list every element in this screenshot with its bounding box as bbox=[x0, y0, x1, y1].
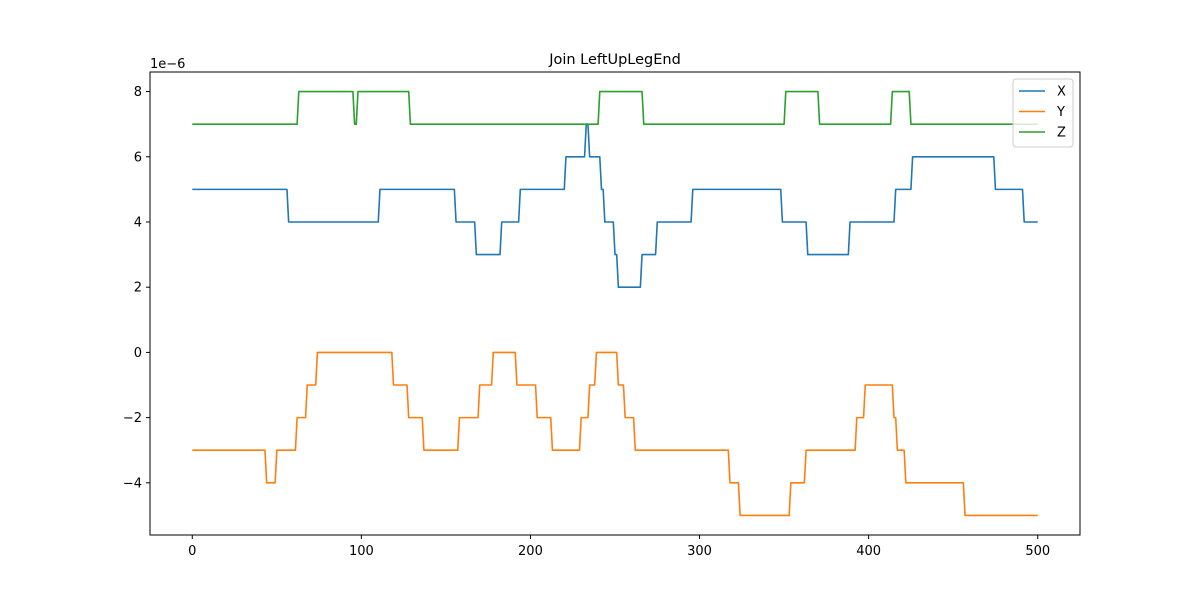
series-line-z bbox=[192, 90, 1038, 125]
series-lines bbox=[192, 90, 1038, 517]
plot-area bbox=[149, 71, 1081, 536]
x-tick-label: 0 bbox=[188, 544, 196, 559]
chart-title: Join LeftUpLegEnd bbox=[548, 52, 681, 68]
x-tick-label: 200 bbox=[518, 544, 543, 559]
series-line-y bbox=[192, 351, 1038, 517]
y-tick-label: −4 bbox=[123, 476, 142, 491]
legend: XYZ bbox=[1012, 78, 1074, 148]
axes-frame bbox=[149, 71, 1081, 536]
x-tick-label: 400 bbox=[856, 544, 881, 559]
x-tick-label: 300 bbox=[687, 544, 712, 559]
y-offset-text: 1e−6 bbox=[150, 57, 185, 72]
x-axis: 0 100 200 300 400 500 bbox=[188, 535, 1050, 559]
legend-label-z: Z bbox=[1057, 126, 1066, 141]
x-tick-label: 100 bbox=[349, 544, 374, 559]
y-tick-label: 4 bbox=[134, 215, 142, 230]
legend-label-y: Y bbox=[1056, 105, 1065, 120]
y-tick-label: 2 bbox=[134, 281, 142, 296]
y-axis: −4 −2 0 2 4 6 8 bbox=[123, 85, 150, 491]
series-line-x bbox=[192, 123, 1038, 289]
x-tick-label: 500 bbox=[1025, 544, 1050, 559]
y-tick-label: 6 bbox=[134, 150, 142, 165]
y-tick-label: −2 bbox=[123, 411, 142, 426]
y-tick-label: 0 bbox=[134, 346, 142, 361]
y-tick-label: 8 bbox=[134, 85, 142, 100]
legend-box bbox=[1012, 78, 1074, 148]
legend-label-x: X bbox=[1057, 85, 1066, 100]
